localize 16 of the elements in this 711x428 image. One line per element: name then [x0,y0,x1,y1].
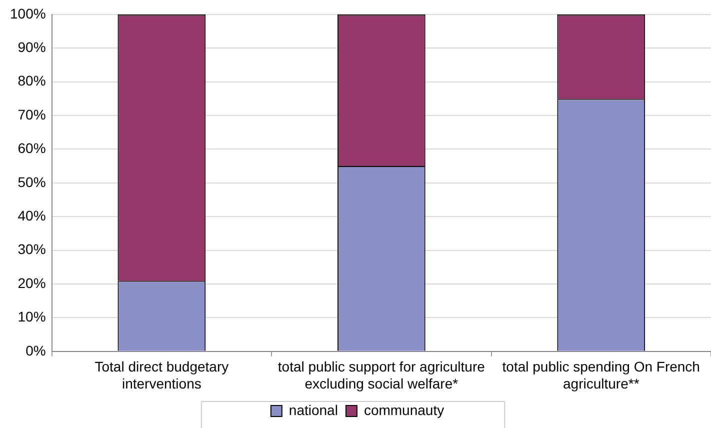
y-tick-label: 50% [18,174,46,190]
y-tick-label: 40% [18,207,46,224]
y-tick-label: 10% [18,308,46,325]
x-tick-label: total public spending On French agriculture** [502,358,700,392]
y-tick-label: 70% [18,106,46,122]
y-tick-label: 90% [18,38,46,55]
legend-label: communauty [364,402,444,418]
y-tick-label: 60% [18,140,46,156]
y-tick-label: 100% [10,5,46,22]
y-tick-label: 30% [18,241,46,258]
x-tick-label: total public support for agriculture excluding social welfare* [278,358,486,392]
y-tick-label: 0% [26,342,46,358]
legend-label: national [288,402,338,418]
x-tick-label: Total direct budgetary interventions [94,358,229,392]
y-tick-label: 80% [18,72,46,89]
y-tick-label: 20% [18,274,46,291]
